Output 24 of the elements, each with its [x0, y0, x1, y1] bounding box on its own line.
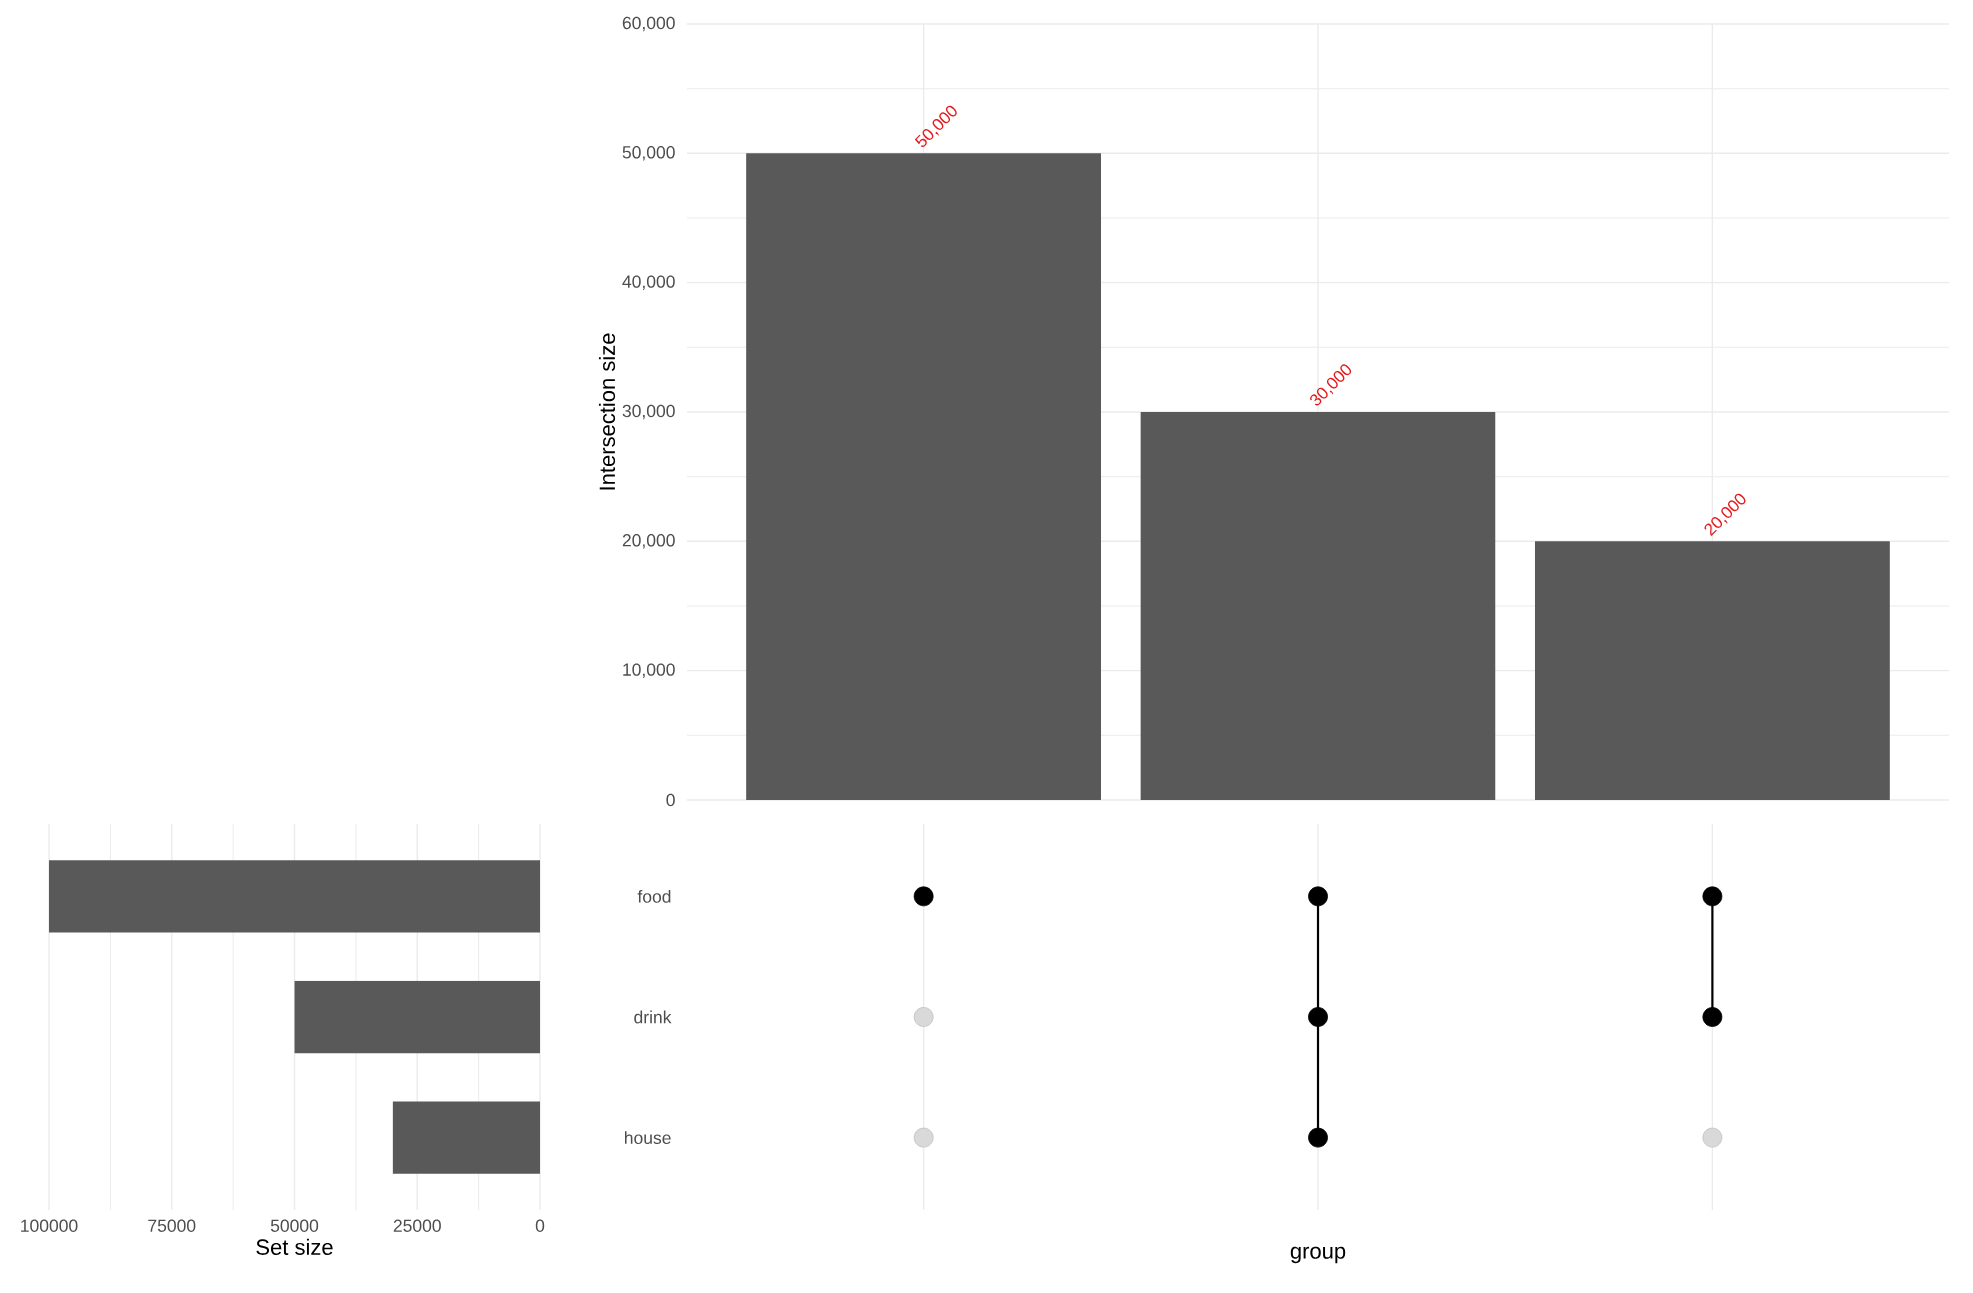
text: group: [1290, 1246, 1346, 1264]
x-tick-label: 75000: [148, 1219, 196, 1232]
bar: [1534, 541, 1890, 800]
y-tick-label: 10,000: [623, 663, 675, 678]
y-tick-label: 30,000: [622, 404, 675, 420]
bar: [746, 153, 1102, 800]
y-tick-label: drink: [634, 1010, 672, 1024]
x-tick-label: 50000: [270, 1219, 319, 1232]
bar: [49, 860, 540, 933]
bar: [294, 980, 540, 1054]
bar: [1140, 411, 1496, 800]
y-tick-label: food: [637, 889, 671, 903]
x-tick-label: 0: [535, 1219, 545, 1232]
y-tick-label: 0: [666, 793, 675, 807]
bar: [392, 1101, 540, 1174]
y-tick-label: 60,000: [622, 16, 675, 32]
x-tick-label: 25000: [393, 1219, 441, 1232]
x-tick-label: 100000: [21, 1219, 78, 1232]
y-tick-label: house: [625, 1131, 671, 1145]
y-tick-label: 40,000: [622, 275, 675, 290]
y-tick-label: 20,000: [622, 534, 675, 549]
y-axis-title: Intersection size: [598, 333, 616, 490]
x-axis-title: Set size: [256, 1238, 333, 1255]
y-tick-label: 50,000: [622, 146, 675, 161]
